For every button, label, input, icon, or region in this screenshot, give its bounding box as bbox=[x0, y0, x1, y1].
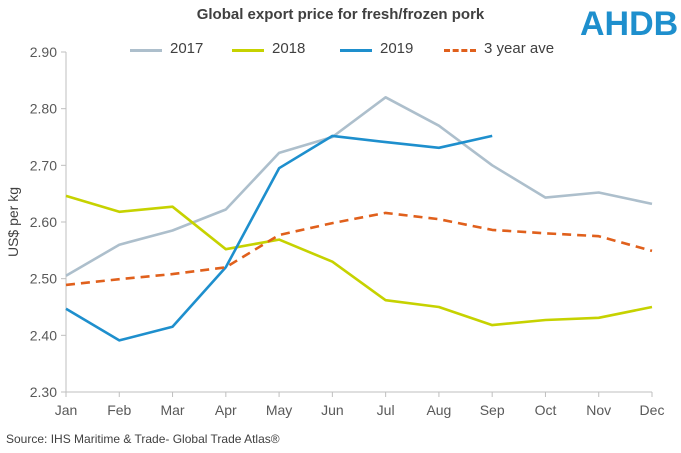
y-tick-label: 2.80 bbox=[30, 101, 57, 117]
x-tick-label: Apr bbox=[215, 402, 237, 418]
series-layer bbox=[65, 96, 653, 342]
chart-title: Global export price for fresh/frozen por… bbox=[196, 6, 485, 23]
x-tick-label: Jul bbox=[377, 402, 395, 418]
logo-text: AHDB bbox=[580, 5, 678, 43]
y-tick-label: 2.40 bbox=[30, 327, 57, 343]
y-tick-label: 2.90 bbox=[30, 44, 57, 60]
legend-swatch-2018 bbox=[232, 49, 264, 52]
x-tick-label: Dec bbox=[640, 402, 665, 418]
legend-swatch-3-year-ave bbox=[444, 49, 476, 52]
source-note: Source: IHS Maritime & Trade- Global Tra… bbox=[6, 432, 280, 446]
y-tick-label: 2.70 bbox=[30, 157, 57, 173]
x-tick-label: May bbox=[266, 402, 292, 418]
x-tick-label: Nov bbox=[586, 402, 611, 418]
series-line-3-year-ave bbox=[65, 211, 653, 287]
x-tick-label: Oct bbox=[535, 402, 557, 418]
x-tick-label: Aug bbox=[426, 402, 451, 418]
legend-label-2017: 2017 bbox=[170, 40, 204, 57]
x-tick-label: Jan bbox=[55, 402, 78, 418]
legend-swatch-2019 bbox=[340, 49, 372, 52]
y-tick-label: 2.60 bbox=[30, 214, 57, 230]
y-tick-label: 2.30 bbox=[30, 384, 57, 400]
x-tick-label: Jun bbox=[321, 402, 344, 418]
series-line-2019 bbox=[65, 134, 493, 342]
series-line-2017 bbox=[65, 96, 653, 277]
series-line-2018 bbox=[65, 194, 653, 327]
axes: 2.30 2.40 2.50 2.60 2.70 2.80 2.90 Jan Feb Mar Apr… bbox=[30, 44, 665, 418]
x-tick-label: Sep bbox=[480, 402, 505, 418]
x-tick-label: Feb bbox=[107, 402, 131, 418]
x-tick-label: Mar bbox=[160, 402, 184, 418]
legend-label-2019: 2019 bbox=[380, 40, 414, 57]
legend-label-3-year-ave: 3 year ave bbox=[484, 40, 555, 57]
ahdb-logo: AHDB bbox=[580, 5, 678, 43]
y-axis-label: US$ per kg bbox=[5, 187, 21, 257]
legend-swatch-2017 bbox=[130, 49, 162, 52]
y-tick-label: 2.50 bbox=[30, 271, 57, 287]
legend-label-2018: 2018 bbox=[272, 40, 306, 57]
